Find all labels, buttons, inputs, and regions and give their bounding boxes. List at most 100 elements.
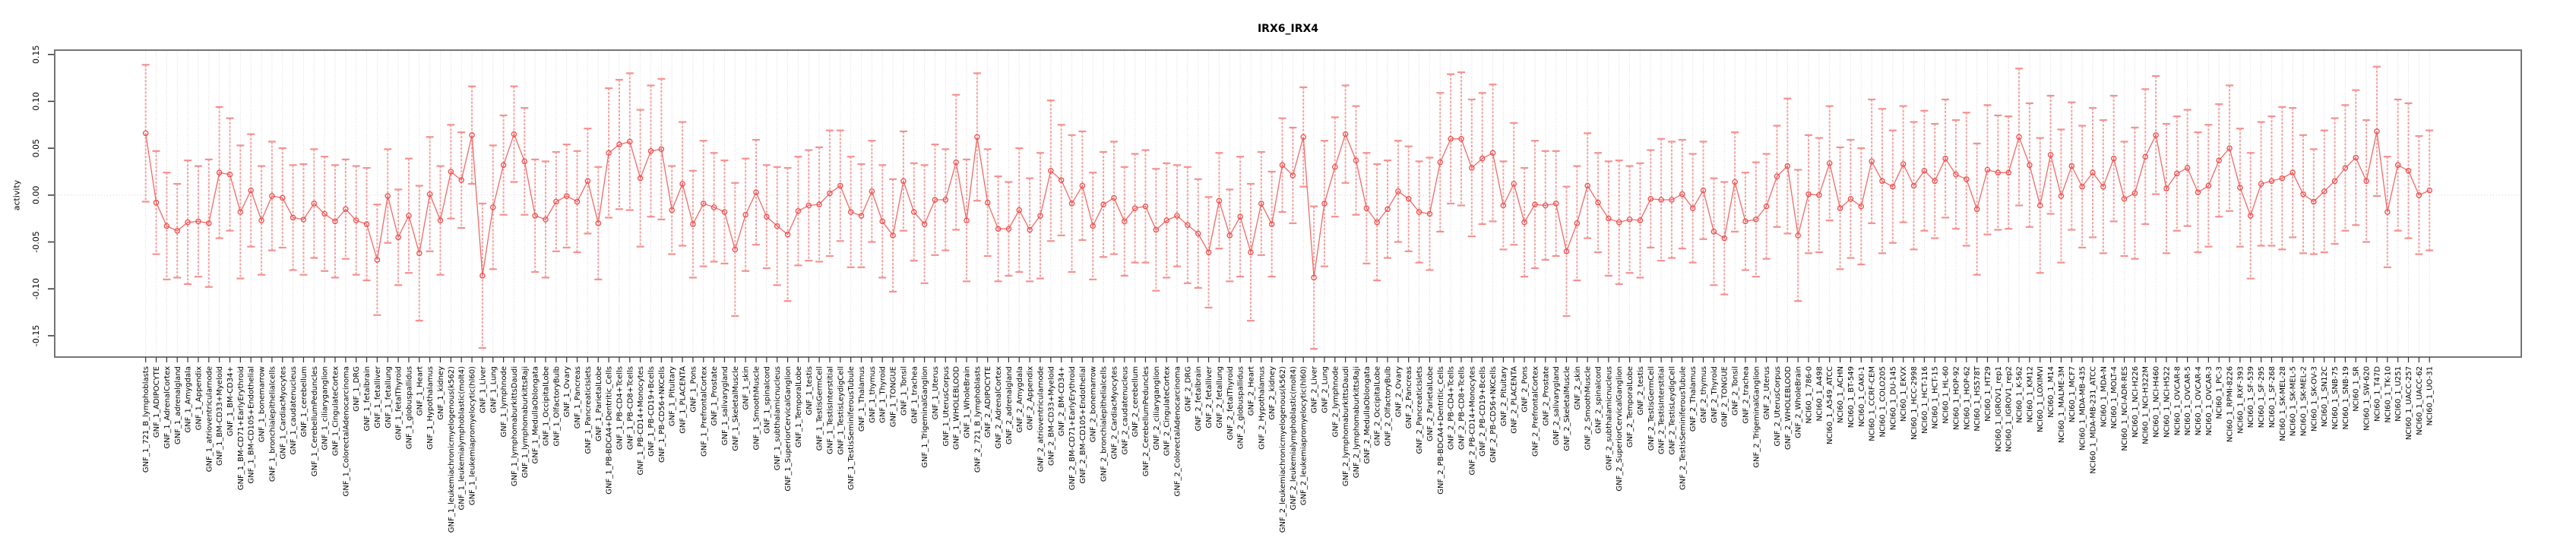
x-category-label: GNF_1_Amygdala xyxy=(185,366,193,433)
x-category-label: GNF_1_skin xyxy=(742,366,751,409)
x-category-label: GNF_1_PB-CD19+Bcells xyxy=(647,366,656,457)
data-point xyxy=(1552,201,1559,207)
data-point xyxy=(1658,197,1664,203)
data-point xyxy=(311,201,318,207)
data-point xyxy=(742,211,748,218)
x-category-label: GNF_1_OlfactoryBulb xyxy=(552,366,561,447)
data-point xyxy=(1037,213,1043,219)
data-point xyxy=(701,201,707,207)
data-point xyxy=(2385,209,2391,215)
x-category-label: NCI60_1_A549_ATCC xyxy=(1826,366,1834,444)
x-category-label: GNF_2_ColorectalAdenocarcinoma xyxy=(1174,366,1182,496)
x-category-label: NCI60_1_MDA-MB-435 xyxy=(2079,366,2087,451)
x-category-label: GNF_1_Ovary xyxy=(563,366,571,417)
x-category-label: GNF_2_lymphnode xyxy=(1331,366,1340,437)
x-category-label: NCI60_1_SK-MEL-5 xyxy=(2290,366,2298,436)
x-category-label: GNF_1_globuspallidus xyxy=(405,366,413,449)
data-point xyxy=(363,221,370,227)
data-point xyxy=(163,223,170,229)
x-category-label: GNF_2_BM-CD105+Endothelial xyxy=(1079,366,1087,484)
x-category-label: GNF_2_WholeBrain xyxy=(1795,366,1803,438)
data-point xyxy=(627,138,633,145)
x-category-label: NCI60_1_SF-539 xyxy=(2247,366,2255,428)
x-category-label: GNF_1_SkeletalMuscle xyxy=(732,366,740,451)
x-category-label: NCI60_1_CCRF-CEM xyxy=(1869,366,1877,441)
x-category-label: NCI60_1_PC-3 xyxy=(2216,366,2224,419)
x-category-label: GNF_1_OccipitalLobe xyxy=(543,366,551,446)
data-point xyxy=(216,169,223,175)
data-point xyxy=(2321,188,2328,194)
data-point xyxy=(2342,165,2349,171)
x-category-label: NCI60_1_TK-10 xyxy=(2384,366,2392,422)
data-point xyxy=(1637,217,1644,223)
x-category-label: GNF_1_atrioventricularnode xyxy=(205,366,214,472)
x-category-label: NCI60_1_HCT-116 xyxy=(1921,366,1929,434)
x-category-label: GNF_2_CingulateCortex xyxy=(1163,366,1172,456)
data-point xyxy=(1784,163,1791,169)
data-point xyxy=(942,197,949,203)
x-category-label: NCI60_1_IGROV1_rep1 xyxy=(1995,366,2003,452)
data-point xyxy=(1216,198,1223,204)
data-point xyxy=(1385,206,1391,213)
data-point xyxy=(195,218,201,225)
x-category-label: GNF_2_TrigeminalGanglion xyxy=(1752,366,1761,468)
data-point xyxy=(1626,217,1633,223)
x-category-label: GNF_1_Lung xyxy=(489,366,498,413)
data-point xyxy=(574,198,581,205)
x-category-label: NCI60_1_OVCAR-4 xyxy=(2195,366,2203,435)
x-category-label: GNF_1_cerebellum xyxy=(300,366,309,437)
data-point xyxy=(2100,183,2106,190)
x-category-label: GNF_1_WholeBrain xyxy=(964,366,972,438)
x-category-label: GNF_1_CardiacMyocytes xyxy=(279,366,287,460)
x-category-label: GNF_1_PancreaticIslets xyxy=(584,366,593,454)
x-category-label: NCI60_1_OVCAR-5 xyxy=(2184,366,2192,435)
data-point xyxy=(395,234,401,241)
data-point xyxy=(1721,235,1727,242)
x-category-label: NCI60_1_IGROV1_rep2 xyxy=(2005,366,2014,452)
data-point xyxy=(237,209,244,215)
data-point xyxy=(1595,199,1601,206)
data-point xyxy=(280,194,286,201)
data-point xyxy=(1805,191,1812,198)
x-category-label: GNF_2_OlfactoryBulb xyxy=(1385,366,1393,447)
x-category-label: NCI60_1_BT-549 xyxy=(1847,366,1856,428)
data-point xyxy=(1584,182,1590,189)
data-point xyxy=(2353,154,2359,161)
y-tick-label: 0.15 xyxy=(31,45,41,64)
data-point xyxy=(1973,206,1980,213)
x-category-label: NCI60_1_HOP-92 xyxy=(1952,366,1960,430)
data-point xyxy=(1816,192,1822,198)
x-category-label: GNF_1_testis xyxy=(805,366,814,416)
data-point xyxy=(2184,165,2191,171)
x-category-label: GNF_2_bonemarrow xyxy=(1090,366,1098,442)
data-point xyxy=(669,207,675,213)
data-point xyxy=(406,213,412,219)
x-category-label: GNF_1_bonemarrow xyxy=(258,366,267,442)
x-category-label: NCI60_1_SR xyxy=(2353,366,2361,412)
x-category-label: NCI60_1_U251 xyxy=(2394,366,2403,422)
x-category-label: GNF_1_BM-CD33+Myeloid xyxy=(216,366,224,466)
data-point xyxy=(1426,210,1433,217)
x-category-label: GNF_1_PB-CD14+Monocytes xyxy=(637,366,645,476)
x-category-label: GNF_1_CerebellumPeduncles xyxy=(311,366,319,476)
x-category-label: NCI60_1_COLO205 xyxy=(1878,366,1887,438)
data-point xyxy=(543,217,549,223)
data-point xyxy=(1437,159,1444,166)
x-category-label: NCI60_1_RPMI-8226 xyxy=(2226,366,2235,442)
data-point xyxy=(2121,195,2128,202)
data-point xyxy=(1890,183,1896,190)
x-category-label: GNF_2_CardiacMyocytes xyxy=(1110,366,1119,460)
x-category-label: GNF_1_adrenalgland xyxy=(174,366,182,444)
data-point xyxy=(1163,217,1169,223)
x-category-label: NCI60_1_786-0 xyxy=(1805,366,1814,424)
x-category-label: GNF_2_BM-CD33+Myeloid xyxy=(1047,366,1055,466)
data-point xyxy=(1111,194,1117,201)
x-category-label: GNF_2_fetalliver xyxy=(1205,365,1214,428)
data-point xyxy=(2195,189,2201,195)
x-category-label: NCI60_1_SNB-19 xyxy=(2342,366,2350,430)
x-category-label: GNF_2_OccipitalLobe xyxy=(1374,366,1382,446)
data-point xyxy=(1879,178,1885,185)
data-point xyxy=(1258,201,1264,207)
data-point xyxy=(490,204,496,210)
x-category-label: NCI60_1_MDA-N xyxy=(2100,366,2108,427)
